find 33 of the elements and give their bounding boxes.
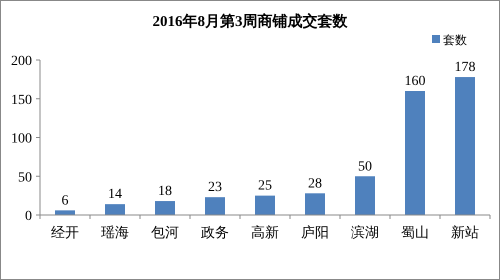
bar — [155, 201, 175, 215]
bar — [405, 91, 425, 215]
data-label: 6 — [62, 193, 68, 208]
y-tick-label: 50 — [18, 170, 32, 186]
y-tick-label: 0 — [25, 209, 32, 224]
bar — [455, 77, 475, 215]
data-label: 178 — [454, 60, 476, 76]
chart-title: 2016年8月第3周商铺成交套数 — [152, 12, 348, 30]
data-label: 28 — [308, 176, 322, 192]
data-label: 23 — [208, 180, 222, 196]
x-tick-label: 滨湖 — [351, 225, 379, 241]
bar — [205, 197, 225, 215]
x-tick-label: 经开 — [51, 225, 79, 241]
legend-label: 套数 — [443, 33, 467, 47]
bar — [305, 193, 325, 215]
data-label: 18 — [158, 184, 172, 200]
data-label: 50 — [358, 159, 372, 174]
x-tick-label: 新站 — [451, 225, 479, 241]
x-tick-label: 瑶海 — [101, 225, 129, 241]
data-label: 14 — [108, 187, 122, 202]
bar — [255, 196, 275, 215]
bar — [355, 176, 375, 215]
bar — [105, 204, 125, 215]
y-tick-label: 200 — [11, 54, 32, 69]
x-tick-label: 政务 — [201, 225, 229, 241]
x-tick-label: 包河 — [151, 225, 179, 241]
x-tick-label: 蜀山 — [401, 225, 429, 241]
data-label: 25 — [258, 178, 272, 194]
y-tick-label: 100 — [11, 132, 32, 146]
x-tick-label: 高新 — [251, 225, 279, 241]
y-tick-label: 150 — [11, 92, 32, 108]
data-label: 160 — [404, 74, 426, 89]
x-tick-label: 庐阳 — [301, 225, 329, 241]
